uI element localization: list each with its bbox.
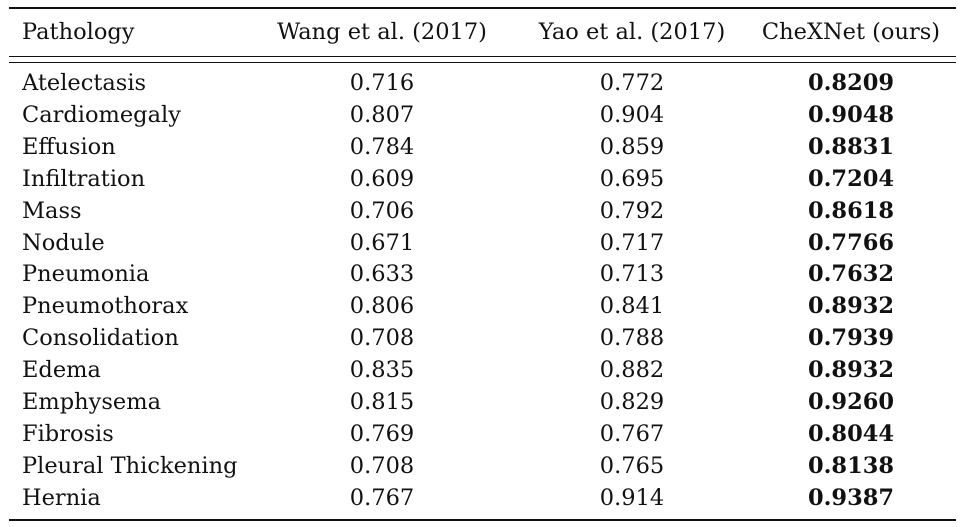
header-rule-upper [9,56,956,58]
wang-cell: 0.708 [349,452,415,479]
table-row: Consolidation 0.708 0.788 0.7939 [9,322,956,354]
table-row: Infiltration 0.609 0.695 0.7204 [9,163,956,195]
table-header-row: Pathology Wang et al. (2017) Yao et al. … [9,16,956,48]
chexnet-cell: 0.9260 [807,389,895,415]
table-row: Edema 0.835 0.882 0.8932 [9,354,956,386]
chexnet-cell: 0.7632 [807,261,895,288]
yao-cell: 0.765 [599,452,665,479]
chexnet-cell: 0.8932 [807,293,895,320]
wang-cell: 0.784 [349,133,415,160]
header-pathology: Pathology [22,19,135,45]
wang-cell: 0.807 [349,101,415,128]
chexnet-cell: 0.7204 [807,165,895,192]
chexnet-cell: 0.7939 [807,325,895,352]
pathology-cell: Pneumonia [22,261,150,288]
yao-cell: 0.841 [599,293,665,320]
yao-cell: 0.914 [599,484,665,511]
table-row: Hernia 0.767 0.914 0.9387 [9,482,956,514]
yao-cell: 0.792 [599,197,665,224]
pathology-cell: Hernia [22,484,101,511]
chexnet-cell: 0.8618 [807,197,895,224]
pathology-cell: Edema [22,357,101,384]
chexnet-cell: 0.8932 [807,357,895,384]
pathology-cell: Pneumothorax [22,293,189,320]
chexnet-cell: 0.8044 [807,420,895,447]
wang-cell: 0.671 [349,229,415,256]
wang-cell: 0.708 [349,325,415,352]
yao-cell: 0.717 [599,229,665,256]
wang-cell: 0.633 [349,261,415,288]
header-yao: Yao et al. (2017) [538,19,726,45]
chexnet-cell: 0.7766 [807,229,895,256]
pathology-cell: Mass [22,197,82,224]
wang-cell: 0.706 [349,197,415,224]
bottom-rule [9,519,956,521]
pathology-cell: Atelectasis [22,70,147,96]
chexnet-cell: 0.9048 [807,101,895,128]
yao-cell: 0.767 [599,420,665,447]
table-row: Fibrosis 0.769 0.767 0.8044 [9,418,956,450]
pathology-cell: Cardiomegaly [22,101,181,128]
pathology-cell: Effusion [22,133,116,160]
header-rule-lower [9,62,956,64]
table-row: Pneumothorax 0.806 0.841 0.8932 [9,290,956,322]
pathology-cell: Pleural Thickening [22,452,238,479]
wang-cell: 0.815 [349,389,415,415]
pathology-cell: Nodule [22,229,105,256]
yao-cell: 0.904 [599,101,665,128]
chexnet-cell: 0.9387 [807,484,895,511]
wang-cell: 0.609 [349,165,415,192]
yao-cell: 0.713 [599,261,665,288]
wang-cell: 0.835 [349,357,415,384]
table-row: Emphysema 0.815 0.829 0.9260 [9,386,956,418]
yao-cell: 0.788 [599,325,665,352]
yao-cell: 0.882 [599,357,665,384]
pathology-cell: Emphysema [22,389,161,415]
chexnet-cell: 0.8831 [807,133,895,160]
chexnet-cell: 0.8138 [807,452,895,479]
table-row: Cardiomegaly 0.807 0.904 0.9048 [9,99,956,131]
top-rule [9,7,956,9]
pathology-cell: Fibrosis [22,420,114,447]
wang-cell: 0.806 [349,293,415,320]
yao-cell: 0.695 [599,165,665,192]
wang-cell: 0.767 [349,484,415,511]
table-row: Effusion 0.784 0.859 0.8831 [9,131,956,163]
yao-cell: 0.772 [599,70,665,96]
pathology-cell: Consolidation [22,325,179,352]
header-wang: Wang et al. (2017) [277,19,487,45]
yao-cell: 0.859 [599,133,665,160]
wang-cell: 0.716 [349,70,415,96]
pathology-cell: Infiltration [22,165,146,192]
chexnet-cell: 0.8209 [807,70,895,96]
table-row: Pneumonia 0.633 0.713 0.7632 [9,258,956,290]
wang-cell: 0.769 [349,420,415,447]
header-chexnet: CheXNet (ours) [761,19,941,45]
table-row: Pleural Thickening 0.708 0.765 0.8138 [9,450,956,482]
table-row: Nodule 0.671 0.717 0.7766 [9,227,956,259]
table-row: Atelectasis 0.716 0.772 0.8209 [9,67,956,99]
table-row: Mass 0.706 0.792 0.8618 [9,195,956,227]
yao-cell: 0.829 [599,389,665,415]
